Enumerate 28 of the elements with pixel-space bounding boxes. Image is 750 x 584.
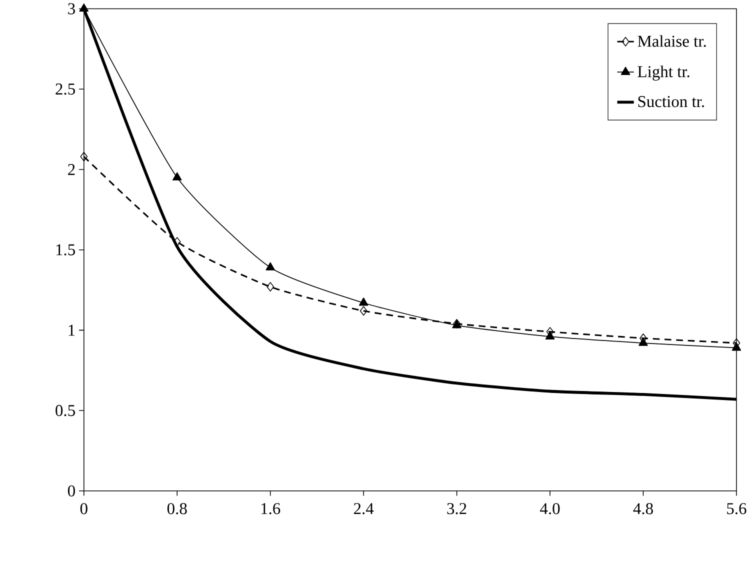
point <box>360 306 368 316</box>
x-tick-label: 0 <box>80 503 88 514</box>
point <box>358 298 368 306</box>
legend-label: Light tr. <box>638 66 690 81</box>
point <box>266 262 275 270</box>
x-tick-label: 1.6 <box>261 503 280 514</box>
y-tick-label: 3 <box>68 3 75 14</box>
x-tick-label: 4.0 <box>540 503 560 514</box>
y-tick-label: 0.5 <box>56 404 75 416</box>
legend-label: Suction tr. <box>638 96 704 108</box>
y-tick-label: 2.5 <box>56 83 75 95</box>
y-tick-label: 2 <box>68 164 75 175</box>
point <box>545 331 555 340</box>
y-tick-label: 0 <box>68 485 75 496</box>
point <box>172 172 182 180</box>
point <box>79 3 89 12</box>
point <box>732 342 742 351</box>
point <box>80 152 88 162</box>
legend-label: Malaise tr. <box>638 35 706 47</box>
x-tick-label: 5.6 <box>727 503 746 514</box>
x-tick-label: 0.8 <box>167 503 187 514</box>
y-tick-label: 1.5 <box>56 244 75 256</box>
point <box>638 338 648 346</box>
x-tick-label: 2.4 <box>354 503 374 514</box>
point <box>266 282 274 292</box>
y-tick-label: 1 <box>68 324 75 336</box>
x-tick-label: 3.2 <box>447 503 466 514</box>
x-tick-label: 4.8 <box>633 503 653 514</box>
